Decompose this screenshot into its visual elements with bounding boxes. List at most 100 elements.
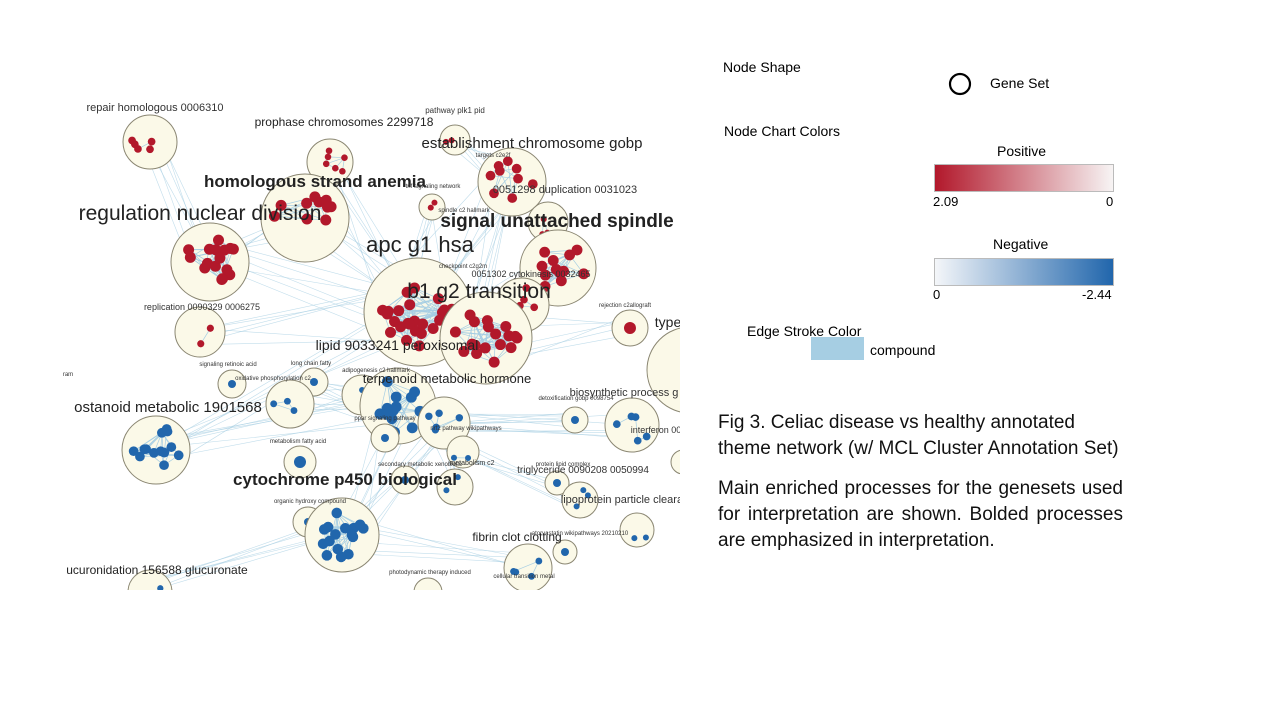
gene-set-node: [354, 519, 366, 531]
cluster-label: regulation nuclear division: [79, 202, 322, 225]
gene-set-node: [511, 163, 522, 174]
gene-set-node: [627, 412, 636, 421]
gene-set-node: [381, 376, 393, 388]
gene-set-node: [324, 153, 332, 161]
cluster-label: establishment chromosome gobp: [422, 135, 643, 152]
gene-set-node: [631, 535, 638, 542]
gene-set-node: [425, 412, 433, 421]
gene-set-node: [206, 324, 214, 332]
cluster-label: metabolism fatty acid: [270, 439, 326, 445]
gene-set-node: [213, 234, 225, 246]
cluster-edge: [493, 336, 516, 363]
gene-set-node: [155, 446, 166, 457]
gene-set-node: [539, 269, 551, 281]
gene-set-node: [539, 246, 551, 258]
gene-set-node: [642, 432, 651, 441]
edge-color-swatch: [811, 337, 864, 360]
cluster-label: cytochrome p450 biological: [233, 470, 457, 489]
network-edge: [349, 516, 528, 570]
gene-set-node: [494, 339, 506, 351]
gene-set-node: [382, 305, 394, 317]
gene-set-node: [458, 345, 470, 357]
gene-set-node: [162, 426, 173, 437]
gene-set-node: [431, 426, 440, 434]
cluster-label: 0051298 duplication 0031023: [493, 184, 637, 196]
network-edge: [203, 288, 392, 329]
positive-min-tick: 2.09: [933, 194, 959, 209]
cluster-c30: [670, 449, 680, 475]
gene-set-node: [512, 568, 520, 576]
cluster-label: protein lipid complex: [536, 462, 591, 468]
gene-set-node: [427, 204, 434, 211]
gene-set-node: [427, 322, 439, 334]
edge-stroke-title: Edge Stroke Color: [747, 323, 862, 339]
cluster-c5: [439, 124, 471, 156]
gene-set-node: [527, 179, 538, 189]
gene-set-node: [404, 318, 416, 330]
cluster-edge: [139, 454, 179, 457]
gene-set-node: [310, 378, 318, 386]
gene-set-node: [450, 454, 457, 461]
gene-set-node: [454, 474, 461, 481]
gene-set-node: [268, 210, 280, 222]
cluster-edge: [493, 161, 509, 194]
cluster-c38: [127, 569, 173, 590]
cluster-c15: [646, 327, 680, 413]
cluster-edge: [455, 326, 506, 333]
gene-set-node: [443, 487, 450, 494]
cluster-edge: [281, 205, 326, 221]
gene-set-node: [502, 156, 513, 167]
cluster-edge: [326, 528, 346, 556]
gene-set-node: [130, 140, 139, 149]
cluster-edge: [274, 202, 307, 217]
gene-set-node: [401, 476, 409, 484]
gene-set-node: [432, 293, 444, 305]
gene-set-node: [135, 451, 145, 462]
legend-panel: Node Shape Gene Set Node Chart Colors Po…: [715, 50, 1135, 370]
cluster-c39: [413, 577, 443, 590]
gene-set-node: [578, 268, 590, 280]
network-edge: [152, 539, 324, 590]
gene-set-node: [417, 318, 429, 330]
gene-set-node: [547, 255, 559, 266]
gene-set-node: [493, 161, 504, 171]
cluster-edge: [379, 381, 388, 414]
cluster-edge: [394, 410, 421, 433]
cluster-c21: [417, 396, 471, 450]
network-canvas: repair homologous 0006310 pathway plk1 pi…: [63, 102, 680, 590]
gene-set-node: [157, 585, 164, 590]
gene-set-node: [522, 284, 531, 292]
gene-set-node: [536, 260, 548, 272]
gene-set-node: [309, 191, 321, 203]
gene-set-node: [449, 326, 461, 338]
gene-set-node: [209, 260, 221, 272]
gene-set-node: [216, 273, 228, 285]
cluster-edge: [511, 168, 517, 199]
network-edge: [467, 455, 578, 509]
cluster-label: type: [655, 314, 680, 330]
positive-gradient-bar: [934, 164, 1114, 192]
gene-set-node: [301, 213, 313, 225]
gene-set-node: [540, 216, 547, 223]
cluster-edge: [406, 291, 445, 311]
gene-set-node: [507, 193, 518, 203]
cluster-c35: [619, 512, 655, 548]
cluster-c32: [561, 481, 599, 519]
network-edge: [151, 403, 376, 442]
gene-set-node: [485, 170, 496, 181]
cluster-label: secondary metabolic xenobiotic: [378, 462, 462, 468]
gene-set-node: [173, 450, 184, 461]
gene-set-node: [301, 197, 313, 209]
gene-set-node: [580, 487, 587, 494]
gene-set-node: [147, 137, 156, 146]
caption-title: Fig 3. Celiac disease vs healthy annotat…: [718, 412, 1119, 459]
gene-set-node: [159, 460, 169, 471]
gene-set-node: [505, 342, 517, 354]
gene-set-node: [214, 252, 226, 264]
negative-gradient-bar: [934, 258, 1114, 286]
gene-set-node: [520, 295, 528, 304]
gene-set-node: [406, 422, 418, 434]
cluster-label: detoxification gobp 0098754: [538, 396, 614, 402]
compound-label: compound: [870, 342, 936, 358]
gene-set-node: [340, 523, 351, 534]
